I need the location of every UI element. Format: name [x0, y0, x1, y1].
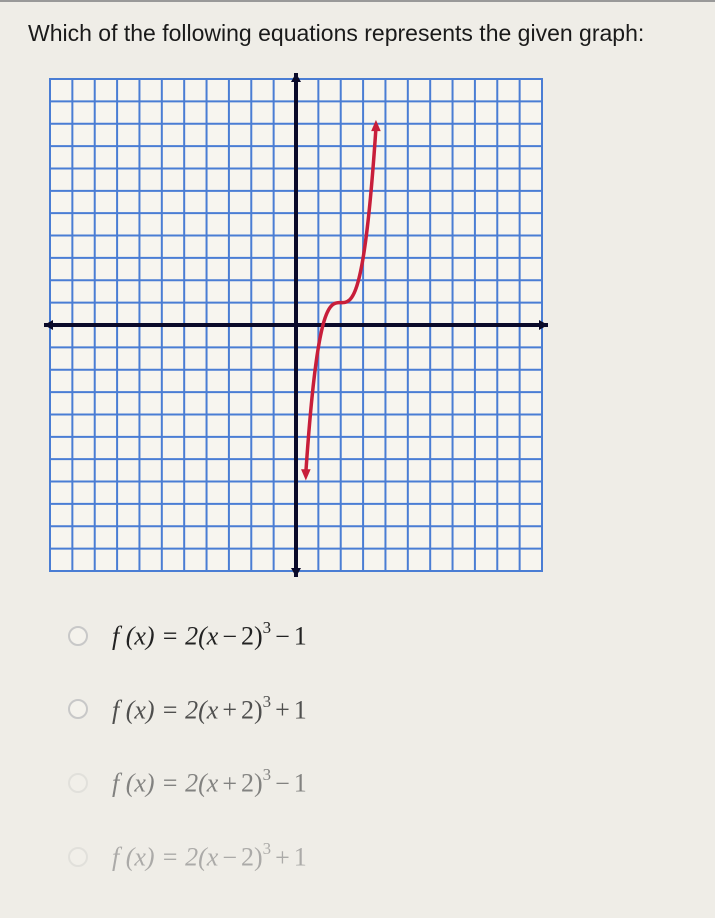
- equation-a: f (x) = 2(x−2)3−1: [112, 620, 307, 652]
- worksheet-page: Which of the following equations represe…: [0, 0, 715, 918]
- coordinate-graph: [36, 65, 556, 585]
- radio-icon[interactable]: [68, 699, 88, 719]
- equation-b: f (x) = 2(x+2)3+1: [112, 694, 307, 726]
- equation-d: f (x) = 2(x−2)3+1: [112, 841, 307, 873]
- question-text: Which of the following equations represe…: [28, 20, 687, 47]
- radio-icon[interactable]: [68, 847, 88, 867]
- radio-icon[interactable]: [68, 626, 88, 646]
- graph-container: [36, 65, 687, 590]
- radio-icon[interactable]: [68, 773, 88, 793]
- option-c[interactable]: f (x) = 2(x+2)3−1: [68, 767, 687, 799]
- answer-options: f (x) = 2(x−2)3−1 f (x) = 2(x+2)3+1 f (x…: [68, 620, 687, 873]
- option-b[interactable]: f (x) = 2(x+2)3+1: [68, 694, 687, 726]
- equation-c: f (x) = 2(x+2)3−1: [112, 767, 307, 799]
- option-a[interactable]: f (x) = 2(x−2)3−1: [68, 620, 687, 652]
- option-d[interactable]: f (x) = 2(x−2)3+1: [68, 841, 687, 873]
